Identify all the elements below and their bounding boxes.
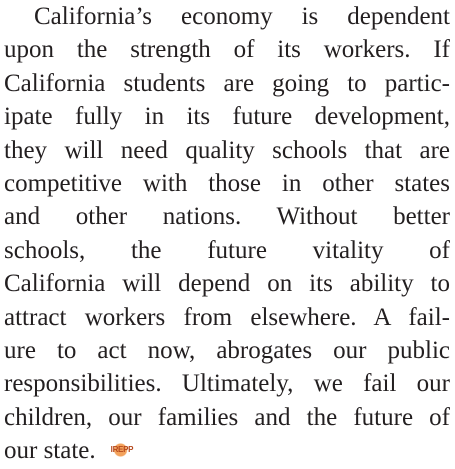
line-text: competitive with those in other states bbox=[4, 169, 450, 197]
line-text: children, our families and the future of bbox=[4, 403, 450, 431]
line-text: our state. bbox=[4, 437, 96, 465]
line-text: and other nations. Without better bbox=[4, 203, 450, 231]
line-text: California students are going to partic- bbox=[4, 69, 450, 97]
line-text: ipate fully in its future development, bbox=[4, 103, 450, 131]
text-line: California’s economy is dependent bbox=[4, 0, 450, 33]
text-line: children, our families and the future of bbox=[4, 401, 450, 434]
line-text: upon the strength of its workers. If bbox=[4, 36, 450, 64]
text-line: they will need quality schools that are bbox=[4, 134, 450, 167]
text-line: and other nations. Without better bbox=[4, 200, 450, 233]
line-text: California will depend on its ability to bbox=[4, 270, 450, 298]
logo: IREPP bbox=[107, 443, 137, 458]
text-line: California students are going to partic- bbox=[4, 67, 450, 100]
line-text: California’s economy is dependent bbox=[34, 3, 450, 30]
line-text: ure to act now, abrogates our public bbox=[4, 336, 450, 364]
text-line: California will depend on its ability to bbox=[4, 267, 450, 300]
text-line: ipate fully in its future development, bbox=[4, 100, 450, 133]
text-line: upon the strength of its workers. If bbox=[4, 33, 450, 66]
text-line: ure to act now, abrogates our public bbox=[4, 334, 450, 367]
text-line: schools, the future vitality of bbox=[4, 234, 450, 267]
line-text: schools, the future vitality of bbox=[4, 236, 450, 264]
line-text: attract workers from elsewhere. A fail- bbox=[4, 303, 450, 331]
text-line: attract workers from elsewhere. A fail- bbox=[4, 301, 450, 334]
text-line: competitive with those in other states bbox=[4, 167, 450, 200]
line-text: they will need quality schools that are bbox=[4, 136, 450, 164]
paragraph: California’s economy is dependent upon th… bbox=[4, 0, 450, 467]
text-line: our state. IREPP bbox=[4, 434, 450, 467]
text-line: responsibilities. Ultimately, we fail ou… bbox=[4, 367, 450, 400]
line-text: responsibilities. Ultimately, we fail ou… bbox=[4, 370, 450, 398]
